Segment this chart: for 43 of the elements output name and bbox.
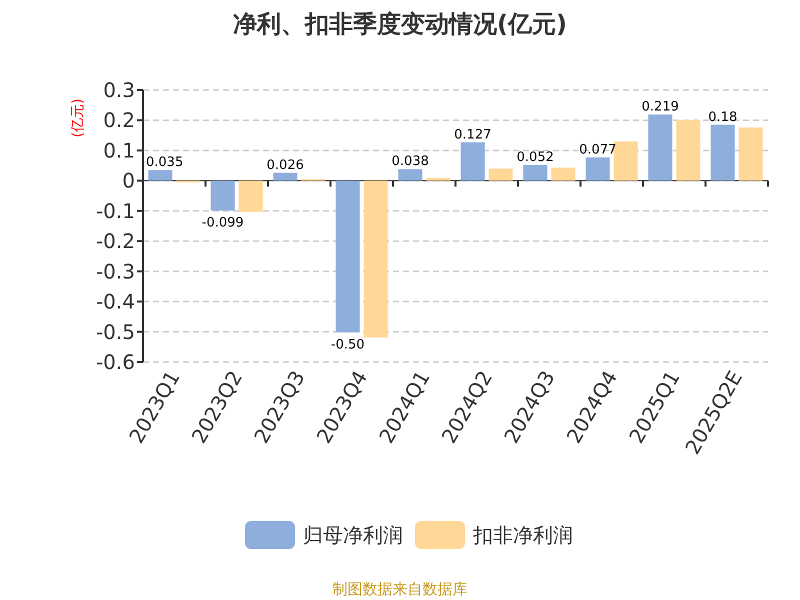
bar (238, 180, 263, 212)
legend-label: 扣非净利润 (472, 523, 573, 547)
text: 制图数据来自数据库 (332, 580, 468, 598)
chart-title: 净利、扣非季度变动情况(亿元) (233, 10, 567, 38)
bar (738, 127, 763, 181)
y-tick-label: -0.6 (96, 350, 135, 374)
y-axis-title: (亿元) (70, 98, 86, 138)
y-tick-label: 0 (122, 168, 135, 193)
bar (586, 157, 610, 181)
y-tick-label: -0.5 (96, 320, 135, 344)
bar (460, 142, 485, 181)
bar (676, 120, 700, 181)
data-label: 0.077 (579, 142, 616, 158)
y-tick-label: 0.3 (103, 78, 135, 102)
data-label: 0.18 (708, 110, 738, 125)
bar (364, 180, 388, 338)
y-tick-label: -0.3 (96, 259, 135, 284)
data-label: 0.052 (516, 150, 554, 165)
data-label: -0.50 (330, 337, 365, 352)
y-tick-label: -0.4 (96, 290, 135, 314)
bar (210, 180, 235, 211)
y-tick-label: -0.1 (96, 198, 135, 223)
bar (614, 141, 638, 181)
bar (648, 114, 672, 181)
data-label: -0.099 (202, 216, 244, 231)
bar (273, 172, 298, 181)
y-tick-label: 0.1 (103, 138, 135, 162)
bar (426, 178, 450, 181)
bar (148, 170, 172, 181)
data-label: 0.127 (454, 127, 492, 142)
data-label: 0.035 (146, 155, 184, 170)
bar (523, 164, 548, 181)
data-label: 0.038 (392, 154, 429, 170)
data-label: 0.026 (266, 158, 304, 173)
y-tick-label: -0.2 (96, 229, 135, 254)
bar (488, 168, 513, 181)
bar (336, 180, 360, 332)
bar (710, 124, 735, 181)
bar (398, 169, 422, 181)
y-tick-label: 0.2 (103, 108, 135, 132)
legend-label: 归母净利润 (303, 523, 403, 547)
bar (551, 168, 576, 181)
data-label: 0.219 (642, 99, 679, 114)
